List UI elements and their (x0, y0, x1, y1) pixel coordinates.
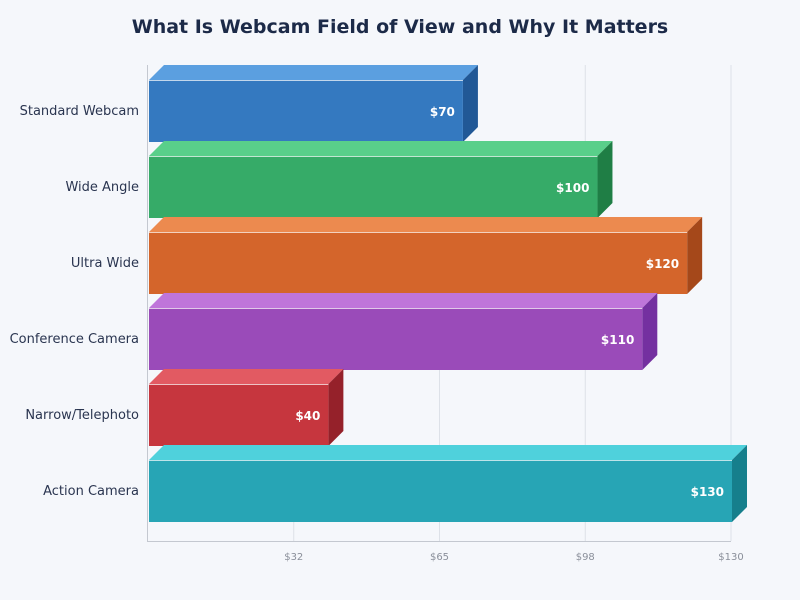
bar (149, 156, 598, 218)
data-label: $100 (556, 181, 589, 195)
bar-group: $100 (149, 141, 613, 218)
x-tick-label: $98 (576, 552, 595, 563)
bar-side (597, 141, 613, 218)
x-tick-label: $65 (430, 552, 449, 563)
bar-top (149, 293, 658, 308)
data-label: $110 (601, 333, 634, 347)
y-tick-label: Standard Webcam (20, 104, 139, 119)
bar-group: $120 (149, 217, 703, 294)
bar-side (328, 369, 344, 446)
x-tick-label: $130 (718, 552, 743, 563)
y-tick-label: Narrow/Telephoto (25, 408, 139, 423)
bar (149, 460, 732, 522)
bar-side (462, 65, 478, 142)
bar-top (149, 445, 747, 460)
bar-group: $110 (149, 293, 658, 370)
bar-group: $130 (149, 445, 747, 522)
bar-top (149, 217, 703, 232)
data-label: $130 (691, 485, 724, 499)
bar (149, 80, 463, 142)
bar-group: $70 (149, 65, 478, 142)
bar (149, 308, 643, 370)
bar-side (642, 293, 658, 370)
data-label: $40 (295, 409, 320, 423)
chart-title: What Is Webcam Field of View and Why It … (131, 16, 669, 38)
bar-top (149, 65, 478, 80)
y-tick-label: Wide Angle (65, 180, 139, 195)
bar-side (687, 217, 703, 294)
bar (149, 232, 688, 294)
x-tick-label: $32 (284, 552, 303, 563)
y-tick-label: Conference Camera (10, 332, 139, 347)
y-tick-label: Ultra Wide (71, 256, 139, 271)
data-label: $70 (430, 105, 455, 119)
bar (149, 384, 329, 446)
bar-top (149, 369, 344, 384)
bar-top (149, 141, 613, 156)
bar-group: $40 (149, 369, 344, 446)
y-tick-label: Action Camera (43, 484, 139, 499)
bar-side (732, 445, 747, 522)
data-label: $120 (646, 257, 679, 271)
